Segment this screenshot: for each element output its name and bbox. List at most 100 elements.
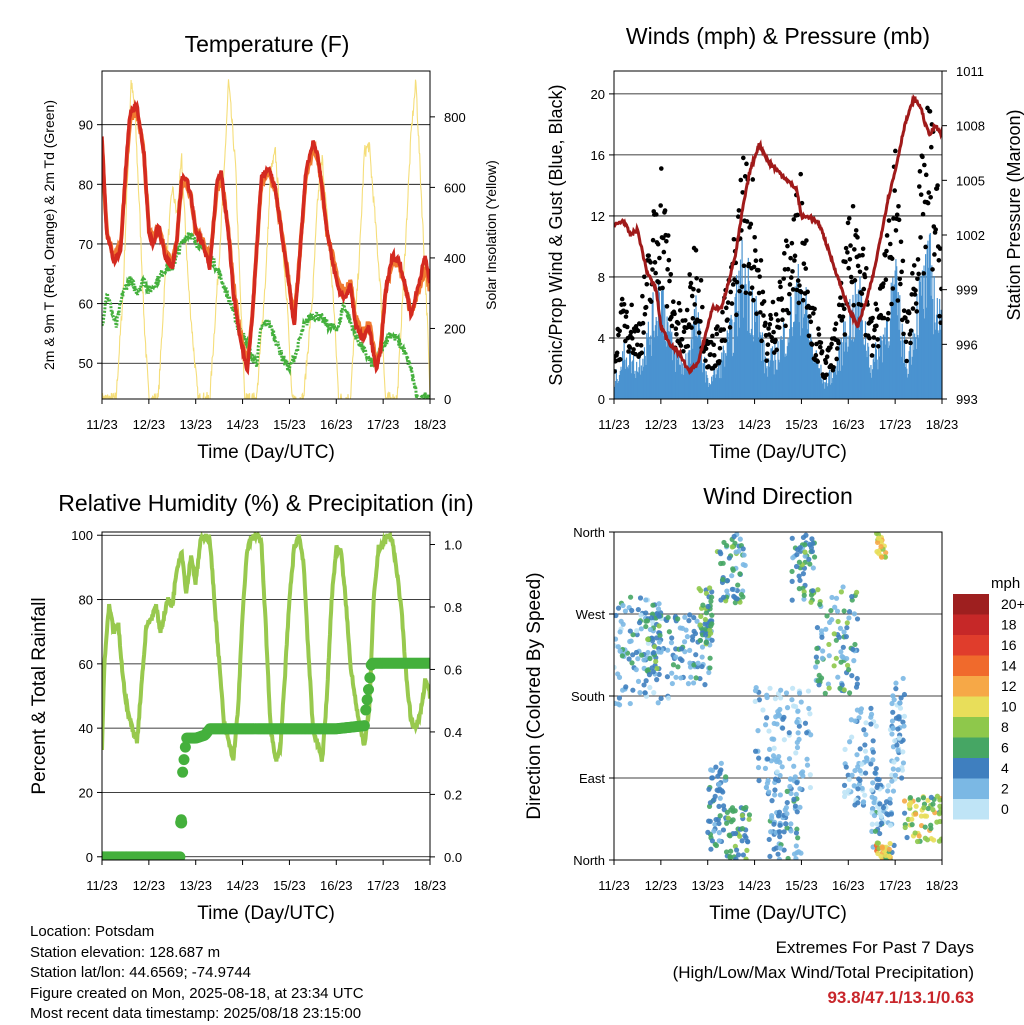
temperature-series xyxy=(102,79,430,399)
gust-point xyxy=(870,343,876,349)
gust-point xyxy=(677,308,683,313)
direction-point xyxy=(656,671,662,678)
direction-point xyxy=(890,693,896,699)
gust-point xyxy=(781,276,786,281)
direction-point xyxy=(852,641,858,648)
direction-point xyxy=(807,711,813,717)
wind-bars xyxy=(614,232,942,399)
gust-point xyxy=(847,256,853,262)
gust-point xyxy=(852,278,858,283)
direction-point xyxy=(643,610,649,616)
direction-point xyxy=(802,542,808,548)
direction-point xyxy=(740,546,746,552)
direction-point xyxy=(794,744,801,751)
direction-point xyxy=(709,594,715,600)
gust-point xyxy=(885,316,891,322)
direction-point xyxy=(716,830,722,836)
direction-point xyxy=(891,759,897,765)
direction-point xyxy=(762,722,769,728)
direction-point xyxy=(870,738,876,744)
x-tick-label: 15/23 xyxy=(785,878,818,893)
gust-point xyxy=(908,340,913,346)
direction-point xyxy=(772,792,778,798)
direction-point xyxy=(793,563,800,570)
direction-point xyxy=(868,761,874,767)
direction-point xyxy=(874,784,880,791)
gust-point xyxy=(911,263,917,268)
direction-point xyxy=(907,803,913,809)
direction-point xyxy=(796,690,803,696)
direction-point xyxy=(729,573,735,579)
direction-point xyxy=(936,811,942,817)
gust-point xyxy=(773,312,779,317)
x-tick-label: 12/23 xyxy=(645,417,678,432)
gust-point xyxy=(698,278,704,283)
colorbar-swatch xyxy=(953,594,989,615)
x-tick-label: 18/23 xyxy=(926,878,959,893)
direction-point xyxy=(616,702,623,708)
direction-point xyxy=(707,800,714,806)
gust-point xyxy=(816,332,822,337)
x-tick-label: 18/23 xyxy=(414,417,447,432)
direction-point xyxy=(890,709,896,715)
gust-point xyxy=(750,177,756,182)
direction-point xyxy=(775,712,781,718)
direction-point xyxy=(643,623,649,630)
gust-point xyxy=(764,351,770,356)
direction-point xyxy=(743,856,749,860)
gust-point xyxy=(920,154,925,160)
direction-point xyxy=(901,723,907,729)
direction-point xyxy=(616,674,623,680)
y-tick-label: North xyxy=(573,525,605,540)
y2-tick-label: 1002 xyxy=(956,228,985,243)
gust-point xyxy=(714,331,720,337)
direction-point xyxy=(804,762,811,768)
y-tick-label: 100 xyxy=(71,528,93,543)
direction-point xyxy=(709,838,715,844)
gust-point xyxy=(819,349,825,354)
gust-point xyxy=(742,174,748,179)
direction-point xyxy=(845,787,852,794)
direction-point xyxy=(794,780,800,786)
gust-point xyxy=(770,299,776,305)
direction-point xyxy=(788,828,794,834)
direction-point xyxy=(862,770,869,776)
direction-point xyxy=(756,777,762,784)
gust-point xyxy=(720,309,725,315)
direction-point xyxy=(694,618,700,624)
direction-point xyxy=(763,784,769,790)
direction-point xyxy=(683,627,689,633)
direction-point xyxy=(703,639,709,645)
gust-point xyxy=(928,195,933,200)
direction-point xyxy=(734,596,740,602)
direction-point xyxy=(651,690,657,696)
colorbar-label: 2 xyxy=(1001,781,1009,797)
direction-point xyxy=(797,544,803,551)
gust-point xyxy=(926,190,932,195)
direction-plot-area: North East South West North 11/23 12/23 13/23 14… xyxy=(571,525,958,893)
gust-point xyxy=(889,301,894,307)
direction-point xyxy=(895,714,902,720)
direction-point xyxy=(913,811,919,817)
gust-point xyxy=(831,365,836,370)
direction-point xyxy=(630,632,636,638)
direction-point xyxy=(823,626,829,632)
direction-point xyxy=(685,681,692,687)
direction-point xyxy=(654,677,660,683)
direction-point xyxy=(771,821,777,827)
gust-point xyxy=(700,304,705,310)
direction-point xyxy=(802,549,808,555)
direction-point xyxy=(859,761,865,767)
direction-point xyxy=(860,799,866,805)
gust-point xyxy=(756,267,761,273)
direction-xlabel: Time (Day/UTC) xyxy=(709,903,847,924)
direction-point xyxy=(863,755,870,761)
direction-point xyxy=(894,742,900,748)
gust-point xyxy=(893,228,899,233)
gust-point xyxy=(787,282,793,287)
direction-point xyxy=(699,644,706,650)
gust-point xyxy=(848,243,853,248)
humidity-xlabel: Time (Day/UTC) xyxy=(197,903,335,924)
gust-point xyxy=(864,266,869,271)
direction-point xyxy=(717,813,723,819)
